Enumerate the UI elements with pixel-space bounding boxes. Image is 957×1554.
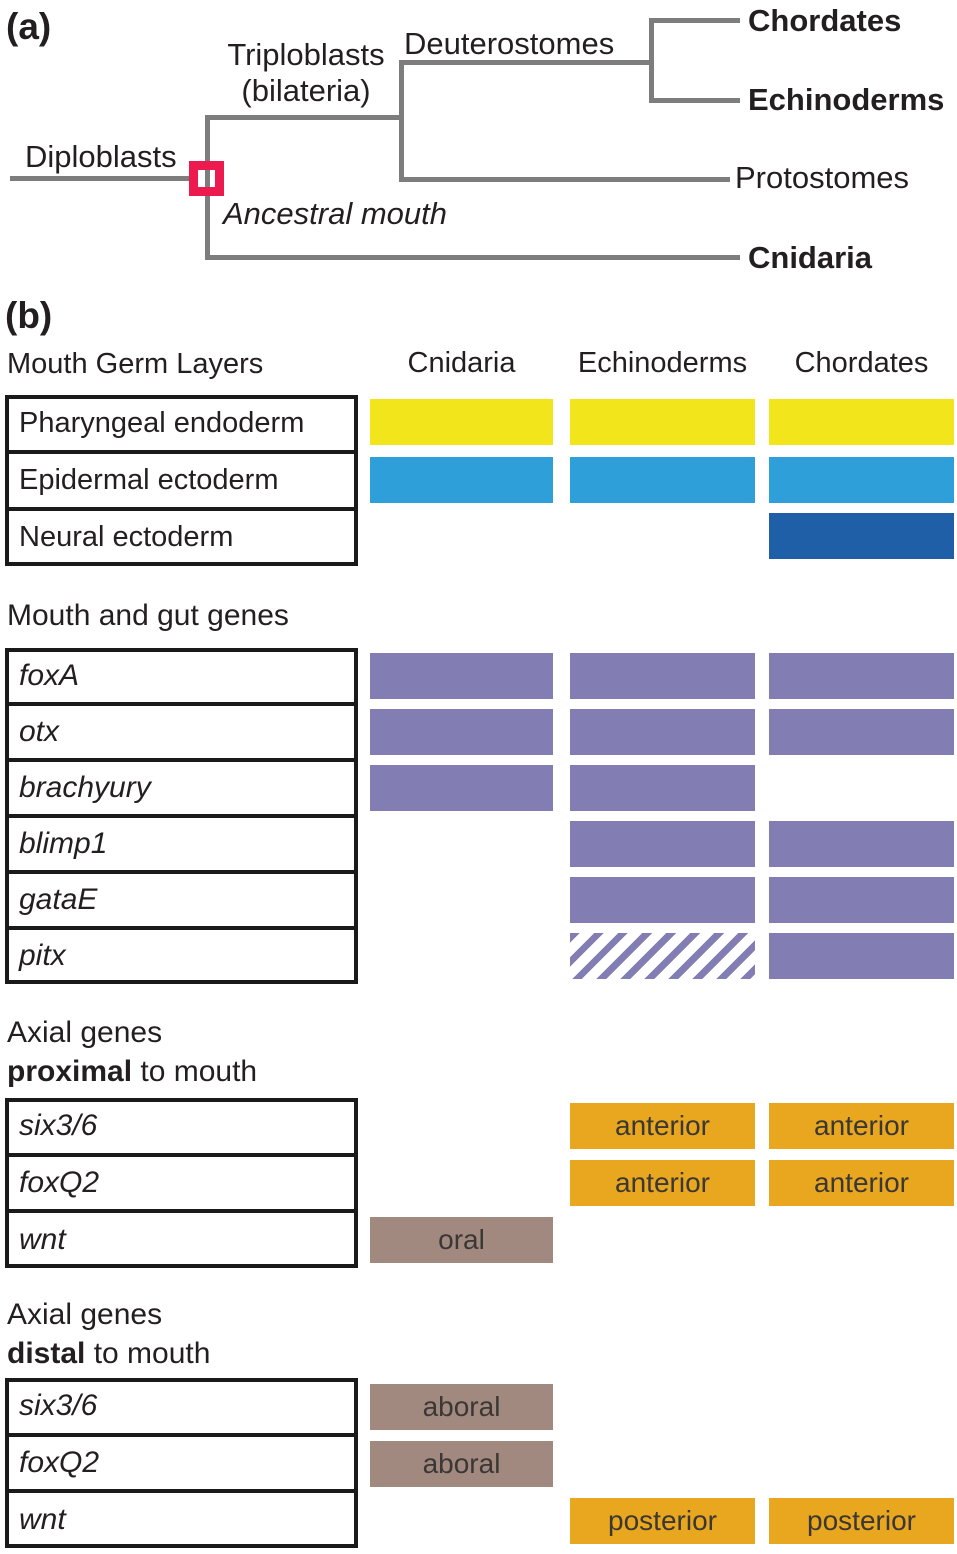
axial-distal-row-divider-2 xyxy=(5,1489,358,1493)
axial-proximal-heading-rest: to mouth xyxy=(132,1055,258,1088)
bar-pitx-chordates xyxy=(769,933,954,979)
bar-foxQ2-anterior-chordates: anterior xyxy=(769,1160,954,1206)
genes-section-heading: Mouth and gut genes xyxy=(7,599,289,632)
axial-proximal-row-label-foxQ2: foxQ2 xyxy=(19,1166,100,1199)
genes-row-divider-5 xyxy=(5,926,358,930)
germ-row-divider-1 xyxy=(5,450,358,454)
tree-label-triploblasts: Triploblasts (bilateria) xyxy=(200,37,412,108)
gene-row-label-blimp1: blimp1 xyxy=(19,827,108,860)
bar-gataE-chordates xyxy=(769,877,954,923)
germ-section-heading: Mouth Germ Layers xyxy=(7,348,264,380)
bar-foxA-echinoderms xyxy=(570,653,755,699)
bar-foxA-cnidaria xyxy=(370,653,553,699)
bar-blimp1-chordates xyxy=(769,821,954,867)
bar-pitx-echinoderms-hatched xyxy=(570,933,755,979)
tree-line-protostomes xyxy=(399,177,730,182)
bar-pharyngeal-endoderm-echinoderms xyxy=(570,399,755,445)
germ-row-label-neural-ectoderm: Neural ectoderm xyxy=(19,521,234,553)
axial-distal-label-table xyxy=(5,1378,358,1548)
bar-wnt-posterior-chordates: posterior xyxy=(769,1498,954,1544)
bar-epidermal-ectoderm-cnidaria xyxy=(370,457,553,503)
axial-proximal-row-label-wnt: wnt xyxy=(19,1223,66,1256)
panel-b-tag: (b) xyxy=(5,295,53,336)
gene-row-label-brachyury: brachyury xyxy=(19,771,151,804)
bar-wnt-posterior-echinoderms: posterior xyxy=(570,1498,755,1544)
bar-epidermal-ectoderm-chordates xyxy=(769,457,954,503)
tree-label-triploblasts-line1: Triploblasts xyxy=(227,37,385,72)
axial-proximal-row-label-six36: six3/6 xyxy=(19,1109,98,1142)
bar-pharyngeal-endoderm-cnidaria xyxy=(370,399,553,445)
bar-foxQ2-aboral-cnidaria: aboral xyxy=(370,1441,553,1487)
bar-epidermal-ectoderm-echinoderms xyxy=(570,457,755,503)
bar-neural-ectoderm-chordates xyxy=(769,513,954,559)
axial-proximal-row-divider-2 xyxy=(5,1209,358,1213)
bar-foxA-chordates xyxy=(769,653,954,699)
gene-row-label-pitx: pitx xyxy=(19,939,66,972)
axial-distal-row-label-six36: six3/6 xyxy=(19,1389,98,1422)
tree-label-ancestral-mouth: Ancestral mouth xyxy=(223,196,447,231)
germ-label-table xyxy=(5,395,358,566)
axial-distal-heading-line2: distal to mouth xyxy=(7,1337,210,1371)
tree-label-diploblasts: Diploblasts xyxy=(25,139,177,174)
axial-proximal-label-table xyxy=(5,1098,358,1268)
genes-row-divider-2 xyxy=(5,758,358,762)
column-header-echinoderms: Echinoderms xyxy=(577,347,748,379)
tree-line-deuterostomes xyxy=(399,60,654,65)
axial-proximal-heading-line2: proximal to mouth xyxy=(7,1055,257,1089)
tree-line-bilateria-vertical xyxy=(399,60,404,182)
axial-distal-heading-line1: Axial genes xyxy=(7,1298,163,1331)
column-header-cnidaria: Cnidaria xyxy=(407,347,516,379)
axial-distal-heading-rest: to mouth xyxy=(85,1337,211,1370)
genes-row-divider-1 xyxy=(5,702,358,706)
axial-distal-heading-bold: distal xyxy=(7,1337,86,1370)
tree-line-echinoderms xyxy=(649,98,740,103)
axial-proximal-row-divider-1 xyxy=(5,1153,358,1157)
bar-otx-echinoderms xyxy=(570,709,755,755)
tree-label-chordates: Chordates xyxy=(748,3,902,38)
tree-line-chordates xyxy=(649,18,740,23)
bar-foxQ2-anterior-echinoderms: anterior xyxy=(570,1160,755,1206)
axial-proximal-heading-line1: Axial genes xyxy=(7,1016,163,1049)
axial-distal-row-label-wnt: wnt xyxy=(19,1503,66,1536)
tree-line-diploblasts xyxy=(10,176,189,181)
tree-label-echinoderms: Echinoderms xyxy=(748,82,945,117)
tree-label-cnidaria: Cnidaria xyxy=(748,240,873,275)
tree-line-deuterostome-split-vertical xyxy=(649,18,654,103)
bar-six36-anterior-echinoderms: anterior xyxy=(570,1103,755,1149)
germ-row-label-epidermal-ectoderm: Epidermal ectoderm xyxy=(19,464,279,496)
tree-label-protostomes: Protostomes xyxy=(735,160,910,195)
bar-six36-anterior-chordates: anterior xyxy=(769,1103,954,1149)
bar-wnt-oral-cnidaria: oral xyxy=(370,1217,553,1263)
tree-label-deuterostomes: Deuterostomes xyxy=(404,26,615,61)
bar-six36-aboral-cnidaria: aboral xyxy=(370,1384,553,1430)
ancestral-mouth-marker xyxy=(189,161,224,196)
bar-brachyury-cnidaria xyxy=(370,765,553,811)
axial-distal-row-divider-1 xyxy=(5,1433,358,1437)
bar-otx-cnidaria xyxy=(370,709,553,755)
tree-line-triploblasts xyxy=(205,115,404,120)
genes-row-divider-3 xyxy=(5,814,358,818)
gene-row-label-gataE: gataE xyxy=(19,883,98,916)
germ-row-divider-2 xyxy=(5,507,358,511)
column-header-chordates: Chordates xyxy=(794,347,929,379)
gene-row-label-otx: otx xyxy=(19,715,60,748)
panel-a-tag: (a) xyxy=(6,6,52,47)
genes-row-divider-4 xyxy=(5,870,358,874)
gene-row-label-foxA: foxA xyxy=(19,659,80,692)
bar-otx-chordates xyxy=(769,709,954,755)
bar-blimp1-echinoderms xyxy=(570,821,755,867)
bar-gataE-echinoderms xyxy=(570,877,755,923)
tree-line-cnidaria xyxy=(205,255,740,260)
bar-pharyngeal-endoderm-chordates xyxy=(769,399,954,445)
tree-label-triploblasts-line2: (bilateria) xyxy=(241,72,371,108)
axial-proximal-heading-bold: proximal xyxy=(7,1055,133,1088)
axial-distal-row-label-foxQ2: foxQ2 xyxy=(19,1446,100,1479)
germ-row-label-pharyngeal-endoderm: Pharyngeal endoderm xyxy=(19,407,305,439)
bar-brachyury-echinoderms xyxy=(570,765,755,811)
